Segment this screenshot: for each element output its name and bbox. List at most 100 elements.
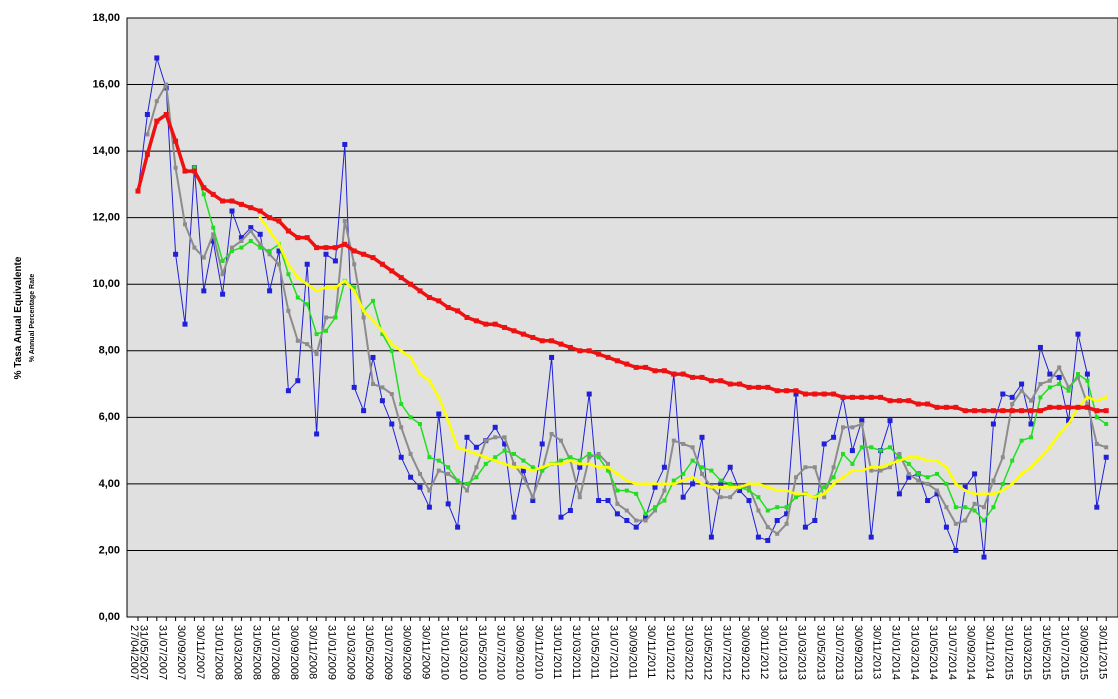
- data-point: [953, 521, 958, 526]
- x-tick-label: 30/11/2015: [1096, 625, 1108, 679]
- data-point: [398, 454, 404, 460]
- data-point: [436, 458, 441, 463]
- x-tick-label: 31/07/2015: [1059, 625, 1071, 680]
- data-point: [1047, 385, 1052, 390]
- data-point: [953, 547, 959, 553]
- data-point: [662, 482, 666, 486]
- x-tick-label: 31/07/2010: [495, 625, 507, 680]
- data-point: [521, 475, 526, 480]
- data-point: [211, 232, 216, 237]
- data-point: [578, 462, 582, 466]
- data-point: [1085, 395, 1089, 399]
- data-point: [671, 371, 677, 377]
- data-point: [831, 391, 837, 397]
- data-point: [700, 471, 704, 476]
- data-point: [417, 288, 423, 294]
- data-point: [164, 82, 169, 87]
- data-point: [925, 475, 930, 480]
- data-point: [530, 498, 536, 504]
- data-point: [1020, 472, 1024, 476]
- data-point: [784, 505, 789, 510]
- data-point: [972, 501, 977, 506]
- y-tick-label: 8,00: [99, 345, 120, 357]
- data-point: [436, 298, 442, 304]
- data-point: [493, 435, 498, 440]
- data-point: [822, 495, 827, 500]
- x-tick-label: 31/01/2015: [1002, 625, 1014, 680]
- data-point: [531, 469, 535, 473]
- data-point: [379, 261, 385, 267]
- data-point: [887, 418, 893, 424]
- data-point: [653, 482, 657, 486]
- data-point: [643, 514, 649, 520]
- data-point: [258, 216, 262, 220]
- data-point: [248, 205, 254, 211]
- x-tick-label: 31/03/2010: [457, 625, 469, 680]
- x-tick-label: 31/05/2008: [250, 625, 262, 680]
- data-point: [277, 242, 281, 246]
- data-point: [426, 504, 432, 510]
- data-point: [238, 201, 244, 207]
- data-point: [653, 505, 657, 510]
- data-point: [305, 282, 309, 286]
- data-point: [672, 482, 676, 486]
- data-point: [633, 524, 639, 530]
- data-point: [324, 328, 328, 333]
- data-point: [408, 281, 414, 287]
- data-point: [446, 471, 451, 476]
- data-point: [539, 338, 545, 344]
- data-point: [896, 398, 902, 404]
- x-tick-label: 31/01/2011: [551, 625, 563, 679]
- data-point: [879, 465, 883, 469]
- data-point: [596, 451, 601, 456]
- data-point: [230, 248, 234, 253]
- data-point: [502, 448, 507, 453]
- data-point: [935, 459, 939, 463]
- data-point: [897, 451, 902, 456]
- data-point: [596, 498, 602, 504]
- x-tick-label: 31/07/2008: [269, 625, 281, 680]
- data-point: [220, 198, 226, 204]
- data-point: [849, 394, 855, 400]
- data-point: [586, 348, 592, 354]
- data-point: [662, 498, 667, 503]
- data-point: [1084, 371, 1090, 377]
- x-tick-label: 31/05/2012: [701, 625, 713, 680]
- data-point: [793, 388, 799, 394]
- x-tick-label: 31/01/2014: [889, 625, 901, 680]
- data-point: [1094, 408, 1100, 414]
- data-point: [1057, 382, 1062, 387]
- data-point: [850, 469, 854, 473]
- data-point: [286, 262, 290, 266]
- data-point: [332, 258, 338, 264]
- data-point: [1047, 371, 1053, 377]
- data-point: [615, 501, 620, 506]
- data-point: [943, 524, 949, 530]
- data-point: [503, 462, 507, 466]
- data-point: [520, 331, 526, 337]
- data-point: [906, 474, 912, 480]
- data-point: [1029, 398, 1033, 403]
- data-point: [305, 302, 310, 307]
- data-point: [1057, 365, 1062, 370]
- data-point: [409, 355, 413, 359]
- data-point: [145, 132, 150, 137]
- data-point: [154, 99, 159, 104]
- data-point: [756, 482, 760, 486]
- data-point: [634, 491, 639, 496]
- data-point: [747, 488, 751, 493]
- data-point: [1028, 408, 1034, 414]
- data-point: [897, 455, 902, 460]
- data-point: [1019, 408, 1025, 414]
- data-point: [794, 492, 798, 496]
- data-point: [624, 508, 629, 513]
- data-point: [888, 465, 892, 470]
- data-point: [1048, 445, 1052, 449]
- data-point: [484, 455, 488, 459]
- data-point: [991, 505, 996, 510]
- data-point: [878, 468, 883, 473]
- data-point: [718, 495, 723, 500]
- data-point: [1010, 458, 1015, 463]
- x-tick-label: 30/09/2014: [965, 625, 977, 680]
- data-point: [427, 488, 432, 493]
